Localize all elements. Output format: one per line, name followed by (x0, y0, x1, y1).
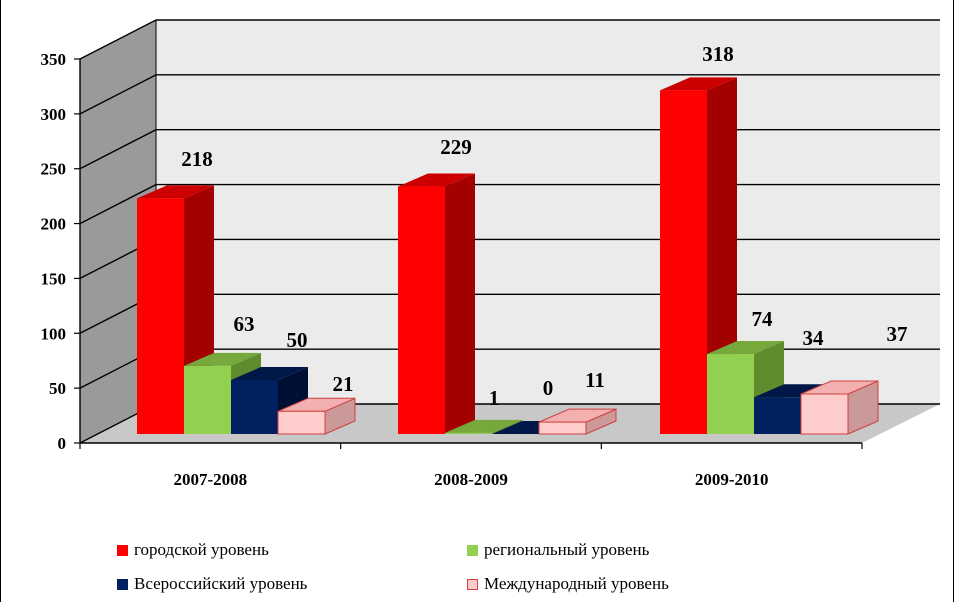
bar-top (137, 185, 214, 199)
bar-front (231, 379, 278, 434)
bar-front (137, 198, 184, 434)
bar-top (754, 384, 831, 398)
back-wall (156, 20, 940, 404)
gridline-side (79, 74, 157, 115)
y-axis: 0 50 100 150 200 250 300 350 (41, 50, 81, 453)
gridline-side (79, 19, 157, 60)
data-label: 50 (287, 328, 308, 352)
bar-front (800, 393, 849, 435)
y-tick-label: 0 (58, 434, 67, 453)
x-tick-label: 2009-2010 (695, 470, 769, 489)
bar-front (538, 421, 587, 435)
bar-front (184, 365, 231, 434)
x-tick-label: 2007-2008 (173, 470, 247, 489)
bar-top (707, 341, 784, 355)
bar (277, 397, 356, 435)
bar-top (398, 173, 475, 187)
bar-top (231, 366, 308, 380)
data-label: 63 (234, 312, 255, 336)
bars (137, 77, 879, 435)
bar-top (184, 352, 261, 366)
data-label: 218 (181, 147, 213, 171)
y-tick-label: 250 (41, 160, 67, 179)
bar-side (492, 419, 522, 434)
data-label: 318 (702, 42, 734, 66)
data-label: 229 (440, 135, 472, 159)
bar-front (660, 90, 707, 434)
data-label: 74 (752, 307, 774, 331)
bar-top (445, 419, 522, 433)
y-tick-label: 100 (41, 324, 67, 343)
bar (538, 408, 617, 435)
frame-left-edge (0, 0, 1, 602)
y-tick-label: 300 (41, 105, 67, 124)
bar-front (707, 354, 754, 434)
y-tick-label: 50 (49, 379, 66, 398)
bar (445, 419, 522, 434)
x-tick-label: 2008-2009 (434, 470, 508, 489)
data-label: 37 (887, 322, 908, 346)
y-tick-label: 200 (41, 215, 67, 234)
bar (398, 173, 475, 435)
bar (800, 380, 879, 435)
y-tick-label: 350 (41, 50, 67, 69)
data-label: 0 (543, 376, 554, 400)
gridline-side (79, 129, 157, 170)
bar-side (445, 173, 475, 435)
bar-front (277, 410, 326, 435)
bar-front (445, 432, 492, 434)
data-label: 11 (585, 368, 605, 392)
data-labels: 218 229 318 63 1 74 50 0 34 21 11 37 (181, 42, 907, 410)
y-tick-label: 150 (41, 269, 67, 288)
gridline-side (79, 183, 157, 225)
gridlines (79, 19, 940, 444)
data-label: 34 (803, 326, 825, 350)
x-axis: 2007-2008 2008-2009 2009-2010 (79, 442, 863, 489)
bar-front (398, 186, 445, 434)
data-label: 1 (489, 386, 500, 410)
bar-top (660, 77, 737, 91)
bar-front (754, 397, 801, 434)
data-label: 21 (333, 372, 354, 396)
